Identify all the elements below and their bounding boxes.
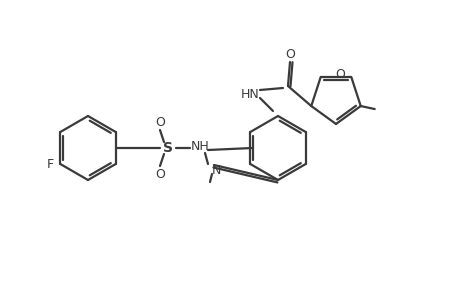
Text: HN: HN [240, 88, 259, 100]
Text: O: O [155, 116, 165, 128]
Text: F: F [47, 158, 54, 170]
Text: O: O [285, 47, 294, 61]
Text: N: N [212, 164, 221, 176]
Text: O: O [334, 68, 344, 82]
Text: S: S [162, 141, 173, 155]
Text: NH: NH [190, 140, 209, 152]
Text: O: O [155, 167, 165, 181]
